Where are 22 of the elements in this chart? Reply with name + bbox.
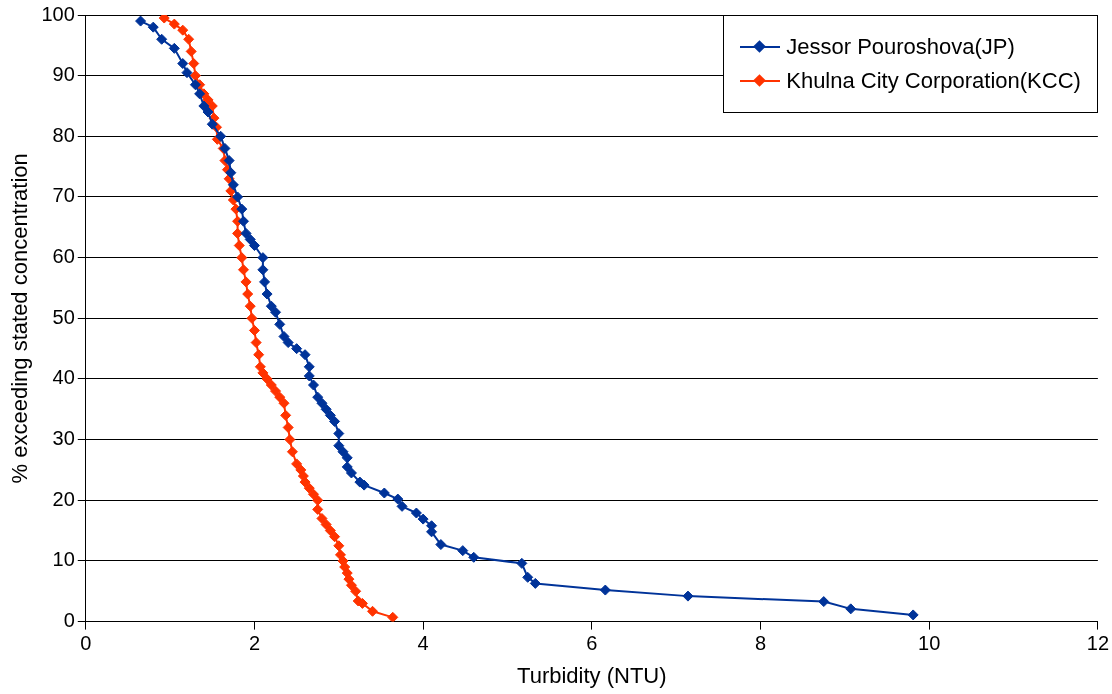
legend-label: Jessor Pouroshova(JP) [786, 34, 1015, 60]
y-tick-label: 70 [52, 184, 75, 207]
y-tick-label: 10 [52, 548, 75, 571]
x-tick-label: 10 [918, 632, 941, 655]
y-tick-label: 100 [41, 2, 75, 25]
y-tick-label: 20 [52, 487, 75, 510]
x-tick-label: 2 [248, 632, 261, 655]
y-tick-label: 90 [52, 63, 75, 86]
y-tick-label: 60 [52, 245, 75, 268]
y-tick-label: 80 [52, 123, 75, 146]
y-tick-label: 50 [52, 305, 75, 328]
y-axis-title: % exceeding stated concentration [7, 153, 33, 484]
legend-label: Khulna City Corporation(KCC) [786, 68, 1081, 94]
y-tick-label: 0 [63, 609, 75, 632]
x-tick-label: 4 [417, 632, 429, 655]
y-tick-label: 30 [52, 427, 75, 450]
x-tick-label: 0 [80, 632, 92, 655]
y-tick-label: 40 [52, 366, 75, 389]
x-tick-label: 6 [586, 632, 598, 655]
x-tick-label: 8 [754, 632, 767, 655]
x-tick-label: 12 [1086, 632, 1109, 655]
x-axis-title: Turbidity (NTU) [517, 662, 667, 688]
